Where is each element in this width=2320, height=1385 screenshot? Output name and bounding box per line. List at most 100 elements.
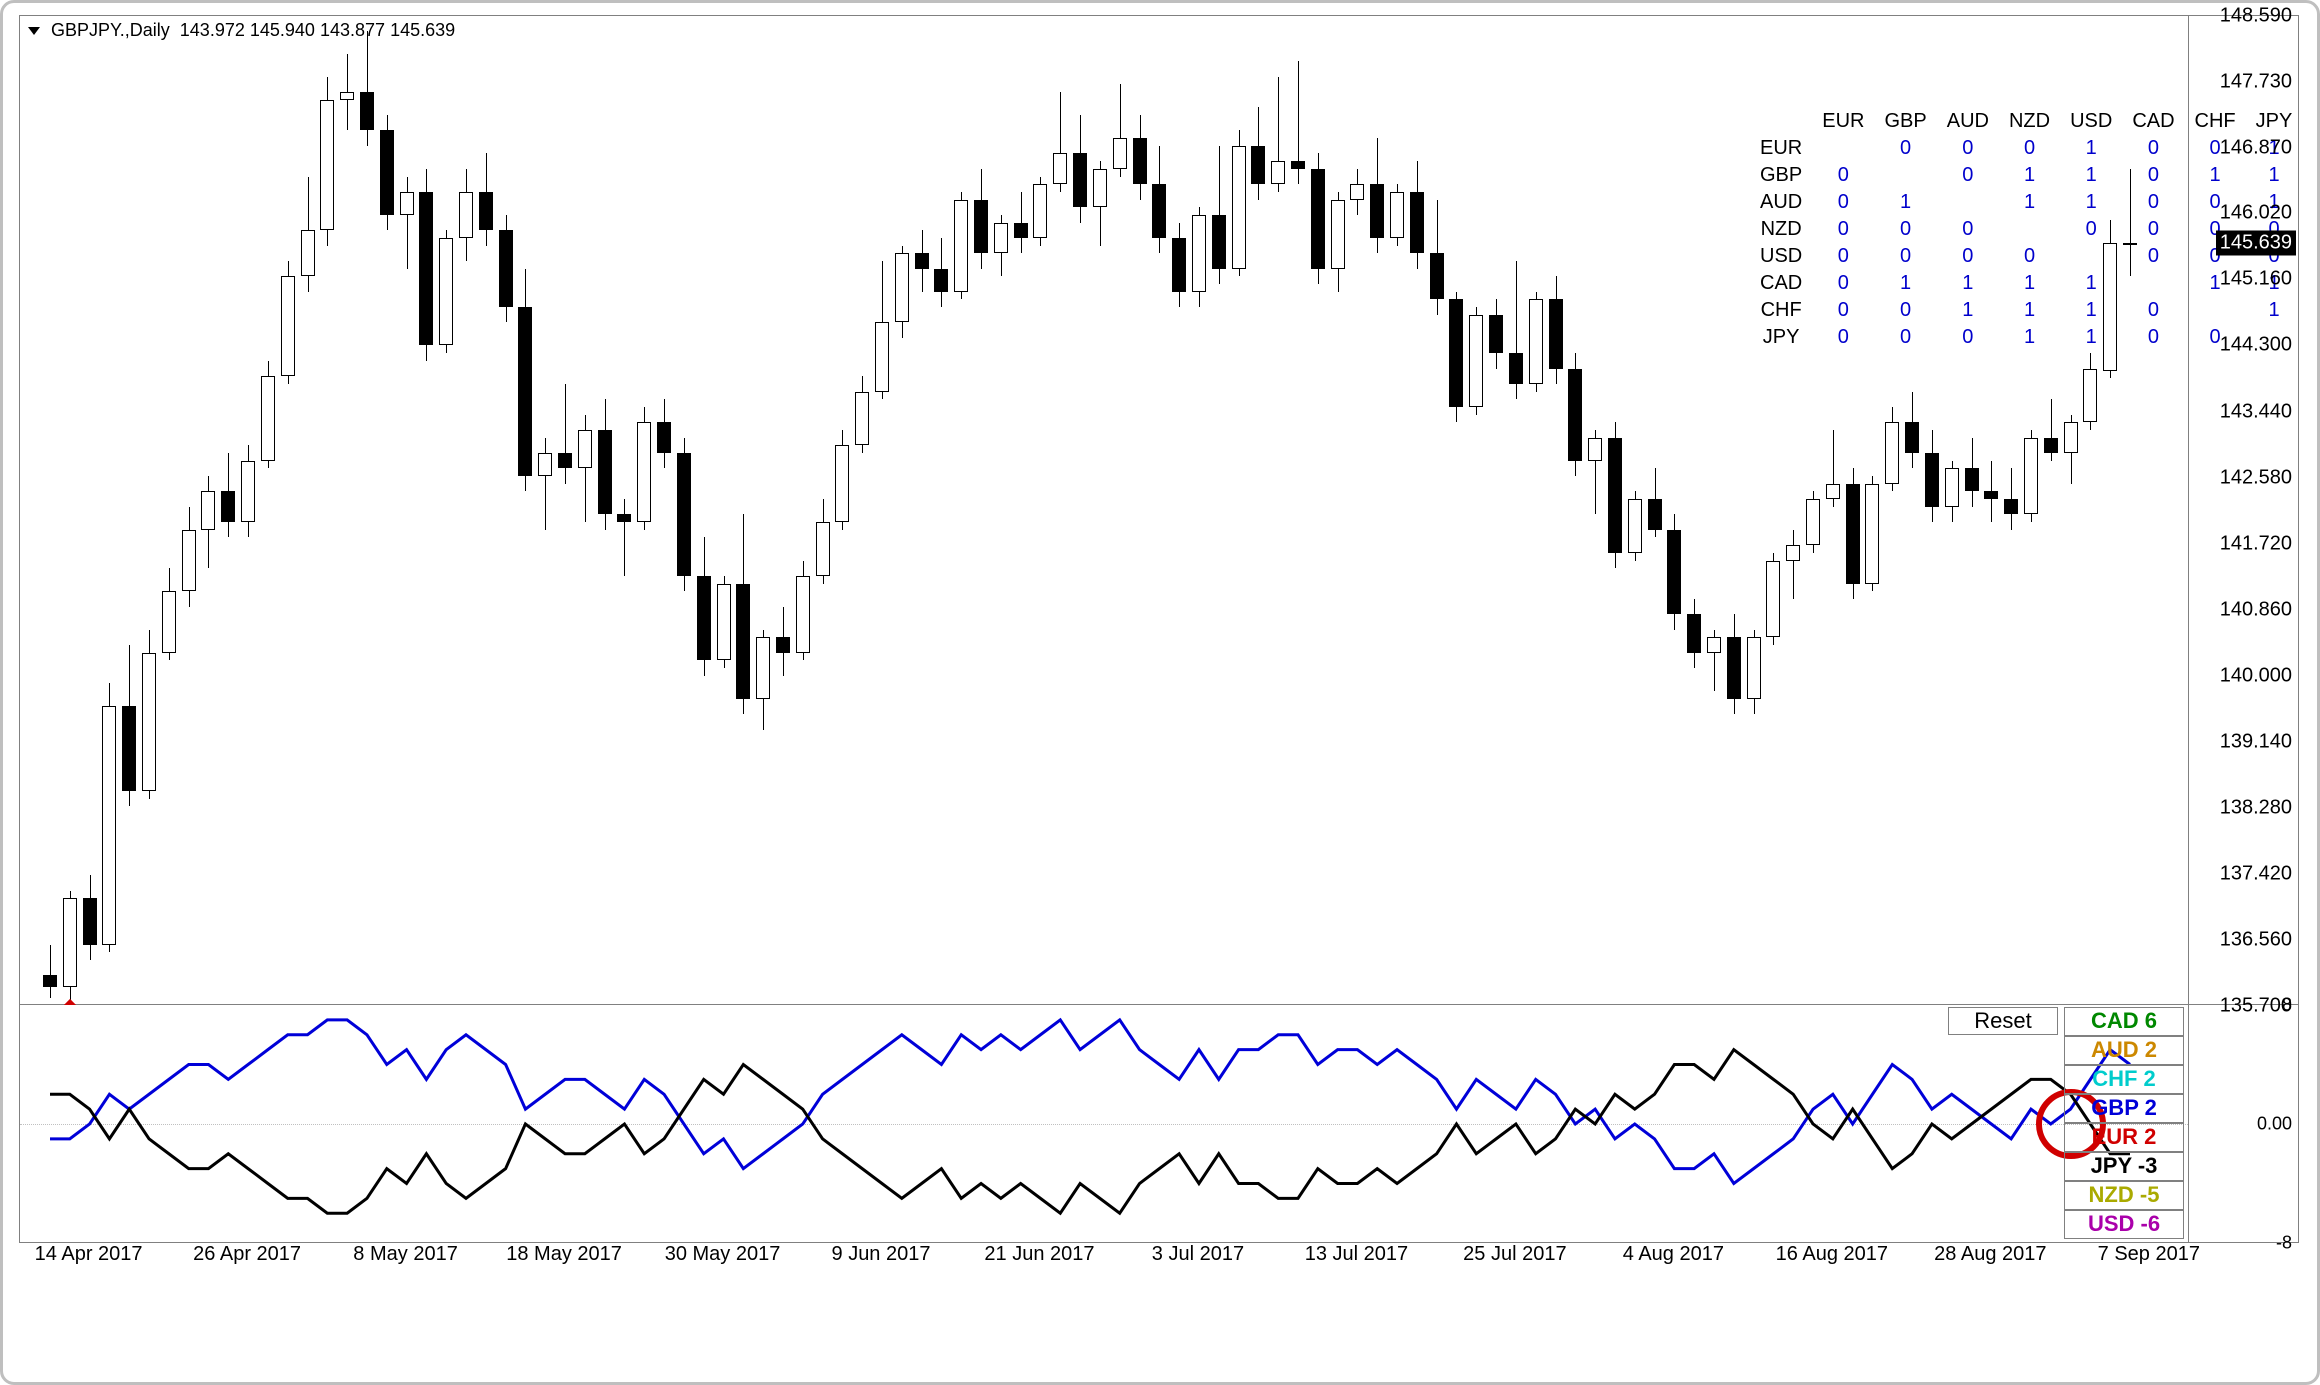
matrix-cell: 0 <box>1812 189 1874 216</box>
price-ytick: 143.440 <box>2220 400 2292 423</box>
matrix-cell: 1 <box>1874 189 1936 216</box>
matrix-cell: 0 <box>1874 243 1936 270</box>
strength-label: GBP 2 <box>2064 1094 2184 1123</box>
strength-label: JPY -3 <box>2064 1152 2184 1181</box>
strength-label: CHF 2 <box>2064 1065 2184 1094</box>
current-price-label: 145.639 <box>2216 230 2296 255</box>
candle <box>1271 161 1285 184</box>
matrix-cell: 1 <box>1999 270 2060 297</box>
matrix-cell: 0 <box>1812 243 1874 270</box>
matrix-rowlabel: USD <box>1750 243 1812 270</box>
price-ytick: 139.140 <box>2220 730 2292 753</box>
candle <box>1667 530 1681 614</box>
price-y-axis: 148.590147.730146.870146.020145.160144.3… <box>2189 15 2299 1005</box>
candle <box>1311 169 1325 269</box>
matrix-cell: 0 <box>2122 162 2184 189</box>
matrix-cell: 0 <box>1937 324 1999 351</box>
candle <box>2044 438 2058 453</box>
candle <box>1608 438 1622 553</box>
candle <box>2064 422 2078 453</box>
candle <box>182 530 196 591</box>
matrix-cell: 0 <box>1812 297 1874 324</box>
candle <box>816 522 830 576</box>
candle <box>1786 545 1800 560</box>
matrix-cell: 1 <box>2060 162 2122 189</box>
matrix-cell: 0 <box>2122 216 2184 243</box>
x-tick-label: 18 May 2017 <box>506 1243 622 1266</box>
candle <box>419 192 433 346</box>
matrix-cell <box>1812 135 1874 162</box>
indicator-ytick: 0.00 <box>2257 1114 2292 1135</box>
strength-label: AUD 2 <box>2064 1036 2184 1065</box>
candle <box>63 898 77 986</box>
candle <box>776 637 790 652</box>
x-tick-label: 28 Aug 2017 <box>1934 1243 2046 1266</box>
matrix-cell <box>2122 270 2184 297</box>
candle <box>994 223 1008 254</box>
matrix-cell: 1 <box>1999 162 2060 189</box>
candle <box>439 238 453 346</box>
candle <box>2004 499 2018 514</box>
candle <box>1509 353 1523 384</box>
x-tick-label: 13 Jul 2017 <box>1305 1243 1408 1266</box>
price-plot[interactable]: GBPJPY.,Daily 143.972 145.940 143.877 14… <box>19 15 2189 1005</box>
candle <box>1469 315 1483 407</box>
candle <box>954 200 968 292</box>
candle <box>2083 369 2097 423</box>
matrix-header: CAD <box>2122 108 2184 135</box>
price-ytick: 146.020 <box>2220 202 2292 225</box>
candle <box>1073 153 1087 207</box>
strength-label: EUR 2 <box>2064 1123 2184 1152</box>
indicator-panel: ResetCAD 6AUD 2CHF 2GBP 2EUR 2JPY -3NZD … <box>19 1005 2301 1243</box>
matrix-cell: 1 <box>2060 135 2122 162</box>
matrix-cell: 1 <box>1874 270 1936 297</box>
candle <box>241 461 255 522</box>
matrix-header: EUR <box>1812 108 1874 135</box>
chart-window: GBPJPY.,Daily 143.972 145.940 143.877 14… <box>0 0 2320 1385</box>
candle <box>974 200 988 254</box>
x-tick-label: 8 May 2017 <box>353 1243 458 1266</box>
price-ytick: 145.160 <box>2220 268 2292 291</box>
candle <box>1707 637 1721 652</box>
candle <box>1549 299 1563 368</box>
matrix-rowlabel: AUD <box>1750 189 1812 216</box>
candle <box>2024 438 2038 515</box>
candle <box>499 230 513 307</box>
candle <box>617 514 631 522</box>
matrix-cell: 1 <box>2060 324 2122 351</box>
matrix-cell: 0 <box>1874 297 1936 324</box>
candle <box>1053 153 1067 184</box>
price-ytick: 144.300 <box>2220 334 2292 357</box>
matrix-cell: 1 <box>1937 297 1999 324</box>
dropdown-icon[interactable] <box>28 27 40 35</box>
matrix-cell: 0 <box>1874 324 1936 351</box>
candle <box>538 453 552 476</box>
reset-button[interactable]: Reset <box>1948 1007 2058 1035</box>
matrix-cell: 0 <box>1812 270 1874 297</box>
candle <box>1192 215 1206 292</box>
matrix-cell <box>1999 216 2060 243</box>
candle <box>1628 499 1642 553</box>
candle <box>835 445 849 522</box>
price-ytick: 147.730 <box>2220 71 2292 94</box>
x-tick-label: 21 Jun 2017 <box>984 1243 1094 1266</box>
matrix-cell: 0 <box>2122 297 2184 324</box>
matrix-rowlabel: EUR <box>1750 135 1812 162</box>
candle <box>400 192 414 215</box>
matrix-cell: 0 <box>1937 135 1999 162</box>
candle <box>1648 499 1662 530</box>
candle <box>915 253 929 268</box>
candle <box>578 430 592 468</box>
candle <box>83 898 97 944</box>
candle <box>340 92 354 100</box>
price-panel: GBPJPY.,Daily 143.972 145.940 143.877 14… <box>19 15 2301 1005</box>
matrix-cell <box>1874 162 1936 189</box>
candle <box>301 230 315 276</box>
matrix-cell <box>1937 189 1999 216</box>
matrix-cell: 1 <box>1937 270 1999 297</box>
indicator-line-gbp <box>50 1020 2130 1184</box>
indicator-plot[interactable]: ResetCAD 6AUD 2CHF 2GBP 2EUR 2JPY -3NZD … <box>19 1005 2189 1243</box>
matrix-cell: 1 <box>2060 189 2122 216</box>
price-ytick: 148.590 <box>2220 5 2292 28</box>
matrix-cell: 0 <box>1937 162 1999 189</box>
